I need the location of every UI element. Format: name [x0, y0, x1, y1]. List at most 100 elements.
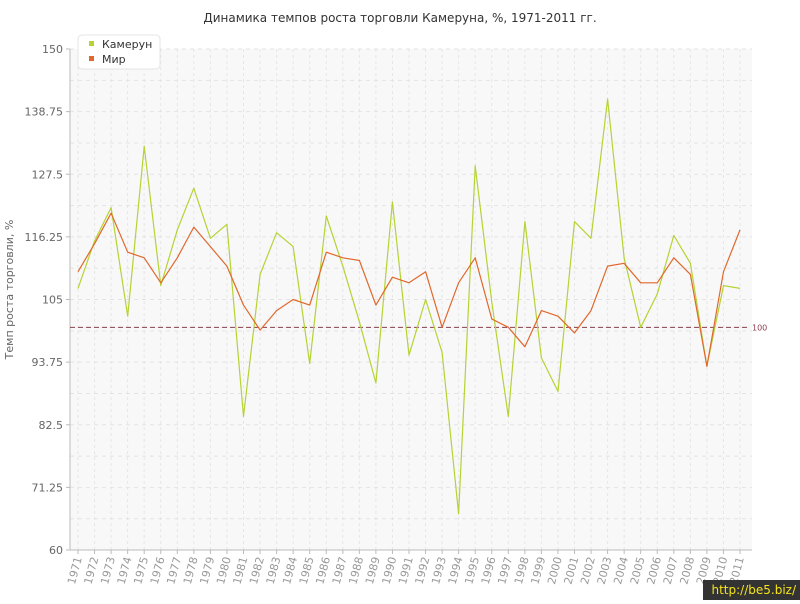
legend-swatch: [89, 41, 94, 46]
data-point: [739, 287, 741, 289]
data-point: [540, 357, 542, 359]
legend-label[interactable]: Камерун: [102, 38, 152, 51]
data-point: [325, 215, 327, 217]
data-point: [640, 282, 642, 284]
data-point: [673, 234, 675, 236]
data-point: [358, 321, 360, 323]
data-point: [656, 282, 658, 284]
data-point: [441, 326, 443, 328]
data-point: [590, 309, 592, 311]
data-point: [292, 245, 294, 247]
data-point: [358, 259, 360, 261]
data-point: [491, 301, 493, 303]
data-point: [706, 365, 708, 367]
data-point: [491, 318, 493, 320]
data-point: [408, 282, 410, 284]
y-axis-label: Темп роста торговли, %: [3, 220, 16, 361]
data-point: [590, 237, 592, 239]
data-point: [226, 265, 228, 267]
data-point: [110, 212, 112, 214]
data-point: [441, 351, 443, 353]
data-point: [160, 282, 162, 284]
data-point: [375, 382, 377, 384]
data-point: [259, 273, 261, 275]
data-point: [143, 257, 145, 259]
data-point: [474, 165, 476, 167]
y-tick-label: 150: [42, 43, 63, 56]
data-point: [93, 243, 95, 245]
series-line-cameroon: [77, 98, 741, 515]
series-line-world: [77, 212, 741, 367]
y-tick-label: 105: [42, 294, 63, 307]
data-point: [524, 220, 526, 222]
data-point: [557, 390, 559, 392]
reference-line-label: 100: [752, 323, 767, 332]
data-point: [689, 262, 691, 264]
data-point: [193, 187, 195, 189]
data-point: [391, 201, 393, 203]
data-point: [689, 273, 691, 275]
data-point: [640, 326, 642, 328]
data-point: [342, 257, 344, 259]
data-point: [242, 415, 244, 417]
data-point: [623, 257, 625, 259]
data-point: [673, 257, 675, 259]
data-point: [375, 304, 377, 306]
data-point: [110, 206, 112, 208]
data-point: [309, 362, 311, 364]
data-point: [606, 98, 608, 100]
data-point: [143, 145, 145, 147]
data-point: [176, 257, 178, 259]
legend-label[interactable]: Мир: [102, 53, 126, 66]
data-point: [77, 270, 79, 272]
data-point: [739, 229, 741, 231]
data-point: [292, 298, 294, 300]
data-point: [573, 332, 575, 334]
data-point: [126, 251, 128, 253]
data-point: [342, 265, 344, 267]
data-point: [424, 298, 426, 300]
data-point: [77, 287, 79, 289]
data-point: [160, 284, 162, 286]
y-tick-label: 60: [49, 544, 63, 557]
data-point: [623, 262, 625, 264]
y-tick-label: 82.5: [39, 419, 64, 432]
data-point: [540, 309, 542, 311]
data-point: [209, 237, 211, 239]
legend-box: [77, 34, 161, 70]
watermark[interactable]: http://be5.biz/: [703, 580, 800, 600]
data-point: [275, 232, 277, 234]
data-point: [474, 257, 476, 259]
chart-title: Динамика темпов роста торговли Камеруна,…: [203, 11, 596, 25]
data-point: [507, 326, 509, 328]
y-tick-label: 93.75: [32, 356, 64, 369]
data-point: [524, 346, 526, 348]
data-point: [325, 251, 327, 253]
data-point: [507, 415, 509, 417]
data-point: [722, 270, 724, 272]
data-point: [722, 284, 724, 286]
y-tick-label: 127.5: [32, 168, 64, 181]
data-point: [193, 226, 195, 228]
data-point: [457, 513, 459, 515]
data-point: [226, 223, 228, 225]
data-point: [408, 354, 410, 356]
data-point: [242, 304, 244, 306]
data-point: [391, 276, 393, 278]
data-point: [209, 245, 211, 247]
data-point: [656, 293, 658, 295]
legend-swatch: [89, 56, 94, 61]
data-point: [573, 220, 575, 222]
data-point: [606, 265, 608, 267]
data-point: [275, 309, 277, 311]
y-tick-label: 138.75: [25, 106, 64, 119]
y-tick-label: 116.25: [25, 231, 64, 244]
data-point: [424, 270, 426, 272]
data-point: [126, 315, 128, 317]
data-point: [309, 304, 311, 306]
data-point: [457, 282, 459, 284]
data-point: [557, 315, 559, 317]
data-point: [259, 329, 261, 331]
